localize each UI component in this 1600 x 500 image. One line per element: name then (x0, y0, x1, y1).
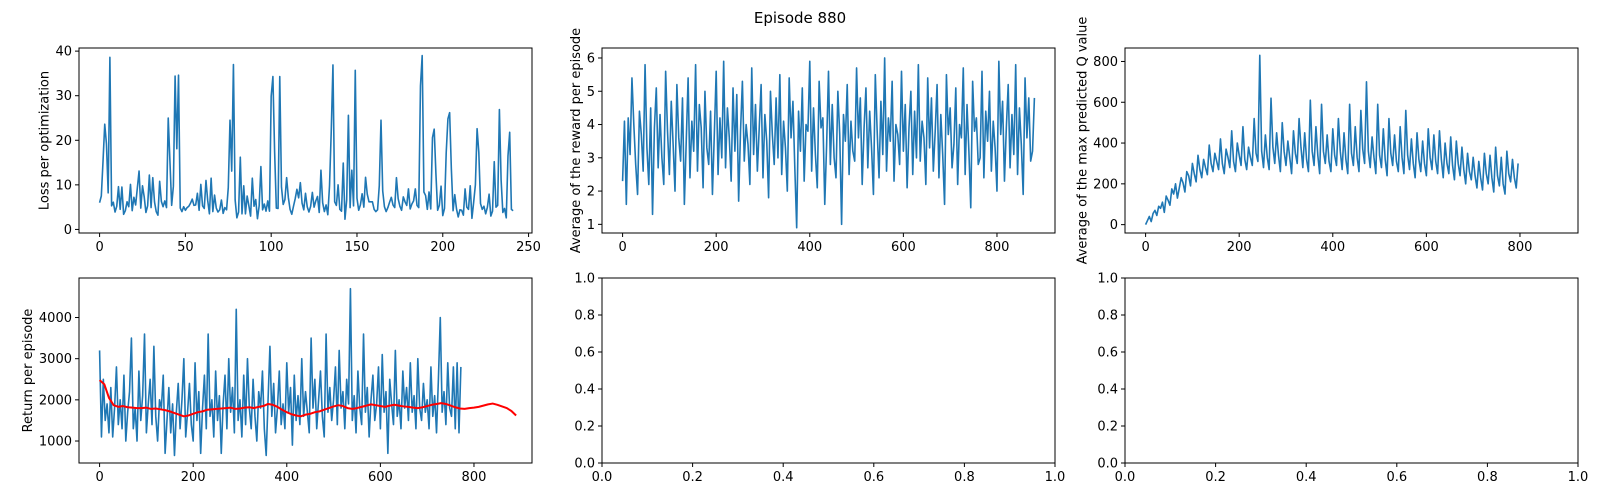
y-tick-label: 6 (587, 51, 595, 66)
y-axis-label: Average of the reward per episode (569, 28, 584, 253)
y-tick-label: 400 (1093, 137, 1118, 152)
series-group (1144, 54, 1519, 225)
y-tick-label: 0.8 (574, 309, 595, 324)
x-tick-label: 200 (430, 240, 455, 255)
y-tick-label: 5 (587, 85, 595, 100)
y-tick-label: 2 (587, 185, 595, 200)
x-tick-label: 0.0 (592, 470, 613, 485)
x-tick-label: 0.4 (1296, 470, 1317, 485)
x-tick-label: 150 (345, 240, 370, 255)
y-tick-label: 20 (55, 134, 72, 149)
y-tick-label: 600 (1093, 96, 1118, 111)
axes-frame (601, 47, 1056, 234)
y-tick-label: 0.8 (1097, 309, 1118, 324)
x-tick-label: 400 (797, 240, 822, 255)
figure-title: Episode 880 (754, 9, 846, 27)
x-tick-label: 0 (1141, 240, 1149, 255)
x-tick-label: 250 (516, 240, 541, 255)
data-line (98, 287, 462, 457)
x-tick-label: 400 (274, 470, 299, 485)
x-tick-label: 0.4 (773, 470, 794, 485)
x-tick-label: 200 (181, 470, 206, 485)
y-tick-label: 1.0 (574, 272, 595, 287)
y-tick-label: 0.4 (1097, 383, 1118, 398)
y-tick-label: 0.4 (574, 383, 595, 398)
x-tick-label: 0 (618, 240, 626, 255)
x-tick-label: 600 (891, 240, 916, 255)
data-line (1144, 54, 1519, 225)
y-tick-label: 800 (1093, 55, 1118, 70)
y-tick-label: 10 (55, 178, 72, 193)
series-group (98, 54, 514, 220)
y-tick-label: 30 (55, 89, 72, 104)
y-tick-label: 0 (1110, 218, 1118, 233)
x-tick-label: 0.0 (1115, 470, 1136, 485)
x-tick-label: 0.6 (863, 470, 884, 485)
x-tick-label: 800 (462, 470, 487, 485)
x-tick-label: 800 (1508, 240, 1533, 255)
data-line (98, 54, 514, 220)
y-tick-label: 0.6 (1097, 346, 1118, 361)
x-tick-label: 0.8 (954, 470, 975, 485)
x-tick-label: 800 (985, 240, 1010, 255)
y-axis-label: Loss per optimization (38, 71, 53, 210)
x-tick-label: 600 (368, 470, 393, 485)
x-tick-label: 400 (1320, 240, 1345, 255)
x-tick-label: 0.8 (1477, 470, 1498, 485)
axes-frame (1124, 277, 1579, 464)
x-tick-label: 0.2 (682, 470, 703, 485)
axes-frame (78, 277, 533, 464)
y-tick-label: 40 (55, 45, 72, 60)
y-tick-label: 0.0 (1097, 457, 1118, 472)
y-tick-label: 3 (587, 151, 595, 166)
axes-frame (601, 277, 1056, 464)
x-tick-label: 1.0 (1568, 470, 1589, 485)
series-group (98, 287, 517, 457)
x-tick-label: 600 (1414, 240, 1439, 255)
y-tick-label: 200 (1093, 177, 1118, 192)
y-tick-label: 2000 (39, 393, 72, 408)
y-tick-label: 0.0 (574, 457, 595, 472)
y-axis-label: Average of the max predicted Q value (1075, 17, 1090, 265)
series-group (621, 57, 1036, 229)
y-tick-label: 1 (587, 218, 595, 233)
y-tick-label: 4000 (39, 311, 72, 326)
x-tick-label: 0.6 (1386, 470, 1407, 485)
x-tick-label: 0 (95, 470, 103, 485)
x-tick-label: 200 (704, 240, 729, 255)
x-tick-label: 1.0 (1045, 470, 1066, 485)
chart-panel-5: 0.0 0.2 0.4 0.6 0.8 1.0 0.0 0.2 0.4 0.6 0.8 1.0 (574, 272, 1065, 486)
y-tick-label: 1.0 (1097, 272, 1118, 287)
x-tick-label: 200 (1227, 240, 1252, 255)
data-line (621, 57, 1036, 229)
x-tick-label: 100 (259, 240, 284, 255)
trend-line (98, 379, 517, 418)
axes-frame (1124, 47, 1579, 234)
y-tick-label: 0.6 (574, 346, 595, 361)
y-axis-label: Return per episode (21, 309, 36, 433)
y-tick-label: 0.2 (1097, 420, 1118, 435)
y-tick-label: 0.2 (574, 420, 595, 435)
y-tick-label: 3000 (39, 352, 72, 367)
x-tick-label: 0 (95, 240, 103, 255)
y-tick-label: 4 (587, 118, 595, 133)
chart-panel-6: 0.0 0.2 0.4 0.6 0.8 1.0 0.0 0.2 0.4 0.6 0.8 1.0 (1097, 272, 1588, 486)
x-tick-label: 0.2 (1205, 470, 1226, 485)
y-tick-label: 1000 (39, 435, 72, 450)
x-tick-label: 50 (177, 240, 194, 255)
y-tick-label: 0 (64, 223, 72, 238)
